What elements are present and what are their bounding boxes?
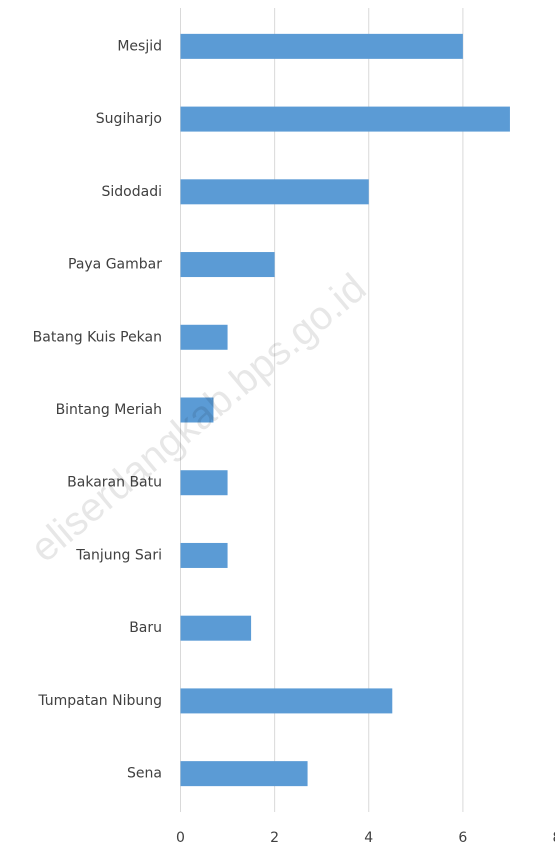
bar (180, 33, 463, 59)
y-tick-label: Mesjid (117, 38, 162, 54)
bar (180, 252, 275, 278)
x-tick-label: 0 (176, 830, 185, 846)
y-tick-label: Tanjung Sari (75, 547, 162, 563)
bar (180, 470, 228, 496)
x-tick-label: 2 (270, 830, 279, 846)
bar (180, 542, 228, 568)
watermark: eliserdangkab.bps.go.id (22, 265, 374, 570)
bar (180, 324, 228, 350)
bar (180, 688, 393, 714)
y-tick-label: Bakaran Batu (67, 475, 162, 491)
y-tick-label: Tumpatan Nibung (37, 693, 162, 709)
y-tick-label: Batang Kuis Pekan (33, 329, 162, 345)
bar (180, 106, 510, 132)
x-tick-label: 6 (458, 830, 467, 846)
y-tick-label: Baru (129, 620, 162, 636)
y-tick-label: Sugiharjo (96, 111, 162, 127)
y-tick-label: Paya Gambar (68, 257, 162, 273)
y-tick-label: Sena (127, 766, 162, 782)
x-tick-label: 4 (364, 830, 373, 846)
bar (180, 615, 252, 641)
y-tick-label: Bintang Meriah (56, 402, 162, 418)
bar (180, 397, 214, 423)
bar (180, 761, 308, 787)
y-tick-label: Sidodadi (102, 184, 162, 200)
bar (180, 179, 369, 205)
x-tick-label: 8 (553, 830, 555, 846)
